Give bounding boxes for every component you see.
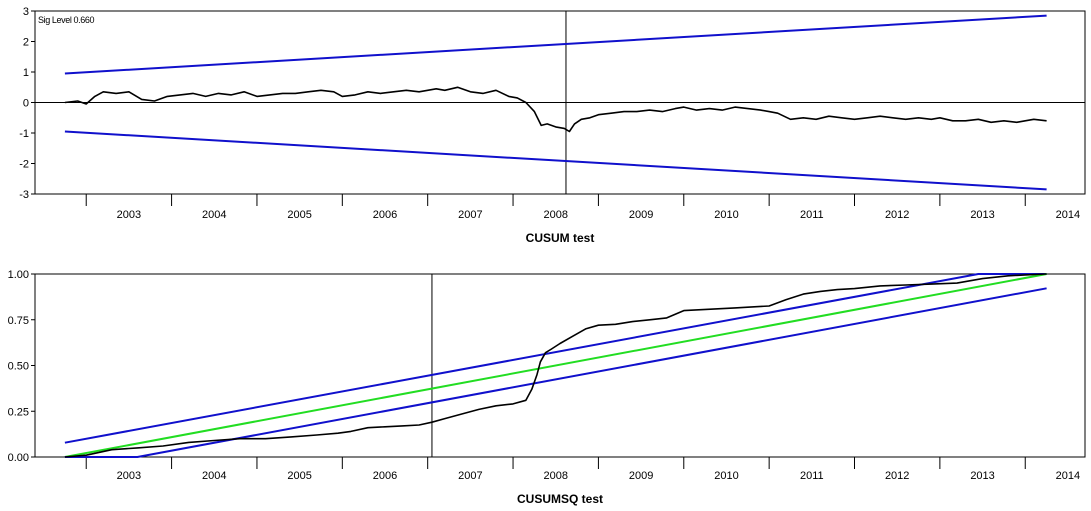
x-tick-label: 2005	[287, 470, 311, 482]
upper-bound-line	[64, 14, 1047, 75]
y-tick-label: -3	[19, 189, 29, 201]
y-tick-label: 0.00	[8, 452, 29, 464]
x-tick-label: 2014	[1056, 470, 1080, 482]
expected-line	[64, 273, 1047, 458]
x-tick-label: 2014	[1056, 209, 1080, 221]
x-tick-label: 2013	[970, 470, 994, 482]
x-tick-label: 2003	[117, 209, 141, 221]
x-tick-label: 2010	[714, 470, 738, 482]
x-tick-label: 2012	[885, 209, 909, 221]
x-tick-label: 2011	[800, 470, 824, 482]
x-tick-label: 2004	[202, 209, 226, 221]
cusum-panel: 3 2 1 0 -1 -2 -3 2003 2004 2005 2006 2007 2008 2009 20…	[19, 6, 1086, 245]
x-tick-label: 2008	[543, 470, 567, 482]
x-tick-label: 2006	[373, 470, 397, 482]
statistic-line	[64, 86, 1047, 133]
x-tick-label: 2007	[458, 470, 482, 482]
statistic-line	[64, 273, 1047, 458]
lower-bound-line	[64, 287, 1047, 458]
cusumsq-panel: 1.00 0.75 0.50 0.25 0.00 2003 2004 2005 2006 2007…	[8, 269, 1086, 506]
x-tick-label: 2003	[117, 470, 141, 482]
x-axis-title: CUSUMSQ test	[517, 492, 603, 506]
y-tick-label: 0.25	[8, 406, 29, 418]
y-tick-label: 0.50	[8, 361, 29, 373]
lower-bound-line	[64, 130, 1047, 191]
x-tick-label: 2005	[287, 209, 311, 221]
x-axis-title: CUSUM test	[526, 231, 595, 245]
x-tick-label: 2009	[629, 209, 653, 221]
significance-annotation: Sig Level 0.660	[38, 15, 94, 25]
x-tick-label: 2008	[543, 209, 567, 221]
y-tick-label: -2	[19, 159, 29, 171]
x-tick-label: 2006	[373, 209, 397, 221]
upper-bound-line	[64, 273, 1047, 444]
y-tick-label: 3	[23, 6, 29, 18]
y-tick-label: 1.00	[8, 269, 29, 281]
x-tick-label: 2012	[885, 470, 909, 482]
x-tick-label: 2004	[202, 470, 226, 482]
y-tick-label: 1	[23, 67, 29, 79]
y-tick-label: 0.75	[8, 315, 29, 327]
x-tick-label: 2007	[458, 209, 482, 221]
x-tick-label: 2010	[714, 209, 738, 221]
x-tick-label: 2009	[629, 470, 653, 482]
y-tick-label: -1	[19, 128, 29, 140]
x-tick-label: 2011	[800, 209, 824, 221]
x-tick-label: 2013	[970, 209, 994, 221]
y-tick-label: 0	[23, 98, 29, 110]
y-tick-label: 2	[23, 37, 29, 49]
